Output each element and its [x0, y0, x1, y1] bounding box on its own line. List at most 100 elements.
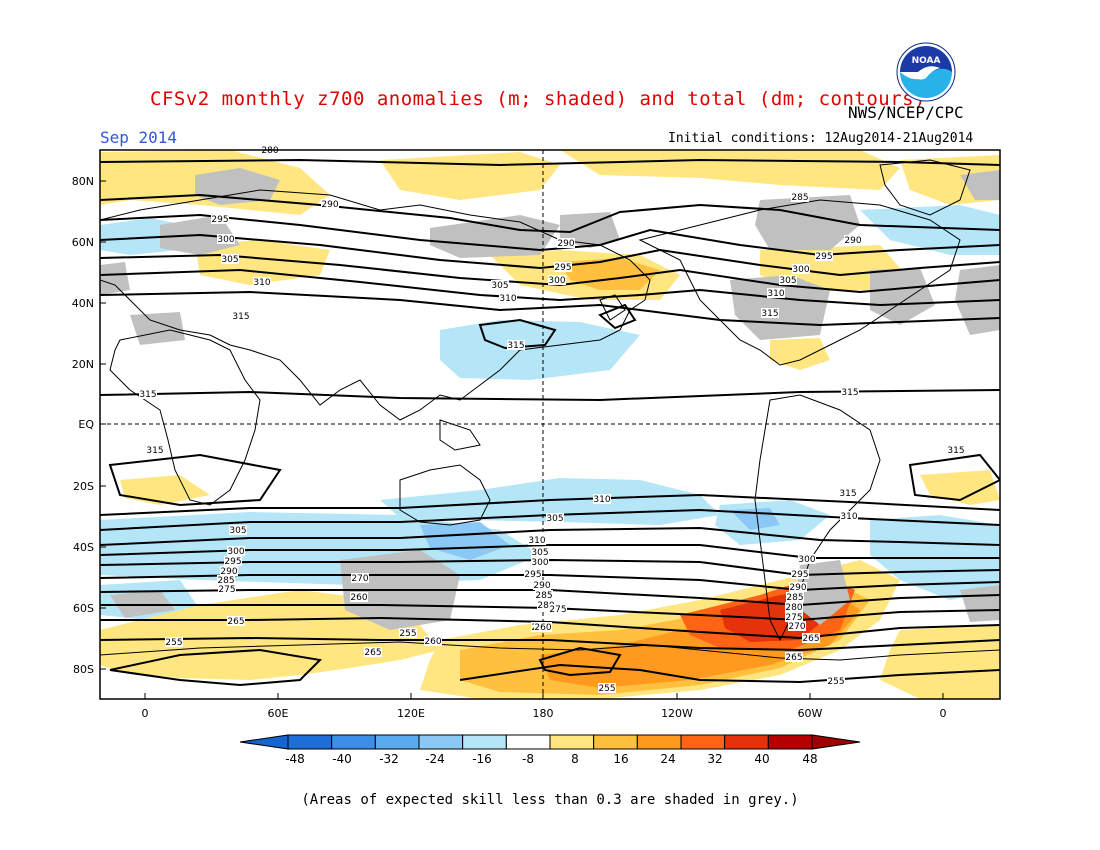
contour-label: 275 — [785, 613, 802, 623]
contour-label-background — [211, 214, 229, 224]
colorbar-swatch — [767, 734, 813, 750]
lon-label-60e: 60E — [268, 707, 289, 720]
lon-label-180: 180 — [533, 707, 554, 720]
contour-label-background — [531, 557, 549, 567]
lon-label-60w: 60W — [798, 707, 823, 720]
colorbar-left-arrow — [239, 734, 289, 750]
contour-label: 255 — [165, 638, 182, 648]
contour-label: 290 — [557, 239, 574, 249]
contour-labels: 2802902852953003053103152902953003053103… — [139, 145, 965, 694]
contour-label: 295 — [524, 570, 541, 580]
contour-label-background — [802, 633, 820, 643]
contour-label: 305 — [531, 548, 548, 558]
noaa-logo-icon: NOAA — [896, 42, 956, 102]
contour-label: 275 — [218, 585, 235, 595]
colorbar-swatch — [636, 734, 682, 750]
lat-label-40s: 40S — [73, 541, 94, 554]
contour-label-background — [531, 547, 549, 557]
colorbar-swatch — [505, 734, 551, 750]
contour-label-background — [165, 637, 183, 647]
contour-label: 285 — [535, 591, 552, 601]
colorbar-swatch — [374, 734, 420, 750]
contour-label-background — [598, 683, 616, 693]
contour-label: 265 — [227, 617, 244, 627]
contour-label-background — [229, 525, 247, 535]
contour-label-background — [947, 445, 965, 455]
contour-label-background — [840, 511, 858, 521]
contour-label: 315 — [507, 341, 524, 351]
contour-label-background — [798, 554, 816, 564]
colorbar-label: 48 — [802, 752, 817, 766]
contour-label: 290 — [844, 236, 861, 246]
contour-label: 295 — [815, 252, 832, 262]
contour-label-background — [399, 628, 417, 638]
logo-text: NOAA — [912, 56, 941, 66]
contour-label: 255 — [598, 684, 615, 694]
contour-label: 315 — [839, 489, 856, 499]
colorbar-label: 40 — [754, 752, 769, 766]
contour-label: 265 — [785, 653, 802, 663]
contour-label-background — [785, 612, 803, 622]
contour-label-background — [839, 488, 857, 498]
contour-label: 295 — [211, 215, 228, 225]
contour-label: 300 — [798, 555, 815, 565]
contour-label: 305 — [779, 276, 796, 286]
contour-label-background — [534, 622, 552, 632]
lat-label-60n: 60N — [72, 236, 94, 249]
contour-label: 260 — [534, 623, 551, 633]
contour-label-background — [499, 293, 517, 303]
initial-conditions: Initial conditions: 12Aug2014-21Aug2014 — [668, 131, 974, 146]
contour-label: 315 — [761, 309, 778, 319]
forecast-month: Sep 2014 — [100, 128, 178, 147]
contour-label-background — [227, 546, 245, 556]
contour-label-background — [535, 590, 553, 600]
colorbar-label: -40 — [332, 752, 352, 766]
contour-label: 305 — [221, 255, 238, 265]
lon-label-0-east: 0 — [940, 707, 947, 720]
colorbar-swatch — [724, 734, 769, 750]
colorbar-swatch — [593, 734, 638, 750]
contour-label-background — [548, 275, 566, 285]
contour-label: 300 — [548, 276, 565, 286]
contour-label-background — [779, 275, 797, 285]
contour-label: 265 — [364, 648, 381, 658]
contour-label-background — [351, 573, 369, 583]
contour-label: 295 — [791, 570, 808, 580]
contour-label: 305 — [546, 514, 563, 524]
colorbar-swatch — [287, 734, 333, 750]
contour-label: 310 — [593, 495, 610, 505]
contour-label-background — [220, 566, 238, 576]
contour-label: 290 — [220, 567, 237, 577]
contour-label: 285 — [791, 193, 808, 203]
contour-label-background — [253, 277, 271, 287]
contour-label-background — [761, 308, 779, 318]
caption: (Areas of expected skill less than 0.3 a… — [301, 792, 799, 808]
contour-label: 290 — [789, 583, 806, 593]
lat-label-60s: 60S — [73, 602, 94, 615]
contour-label-background — [227, 616, 245, 626]
contour-label-background — [789, 582, 807, 592]
colorbar-swatch — [549, 734, 595, 750]
contour-label: 305 — [491, 281, 508, 291]
contour-label: 310 — [528, 536, 545, 546]
colorbar-right-arrow — [811, 734, 861, 750]
contour-label: 310 — [767, 289, 784, 299]
lon-label-0: 0 — [142, 707, 149, 720]
contour-label-background — [364, 647, 382, 657]
contour-label: 305 — [229, 526, 246, 536]
axis-ticks — [100, 180, 944, 699]
lon-label-120w: 120W — [661, 707, 693, 720]
contour-label-background — [785, 652, 803, 662]
colorbar-label: -16 — [472, 752, 492, 766]
contour-label: 280 — [537, 601, 554, 611]
contour-label: 315 — [841, 388, 858, 398]
lat-label-20s: 20S — [73, 480, 94, 493]
contour-label: 270 — [351, 574, 368, 584]
contour-label-background — [139, 389, 157, 399]
colorbar-label: -48 — [285, 752, 305, 766]
contour-label-background — [791, 569, 809, 579]
contour-label: 285 — [217, 576, 234, 586]
contour-label-background — [791, 192, 809, 202]
colorbar-label: 16 — [613, 752, 628, 766]
